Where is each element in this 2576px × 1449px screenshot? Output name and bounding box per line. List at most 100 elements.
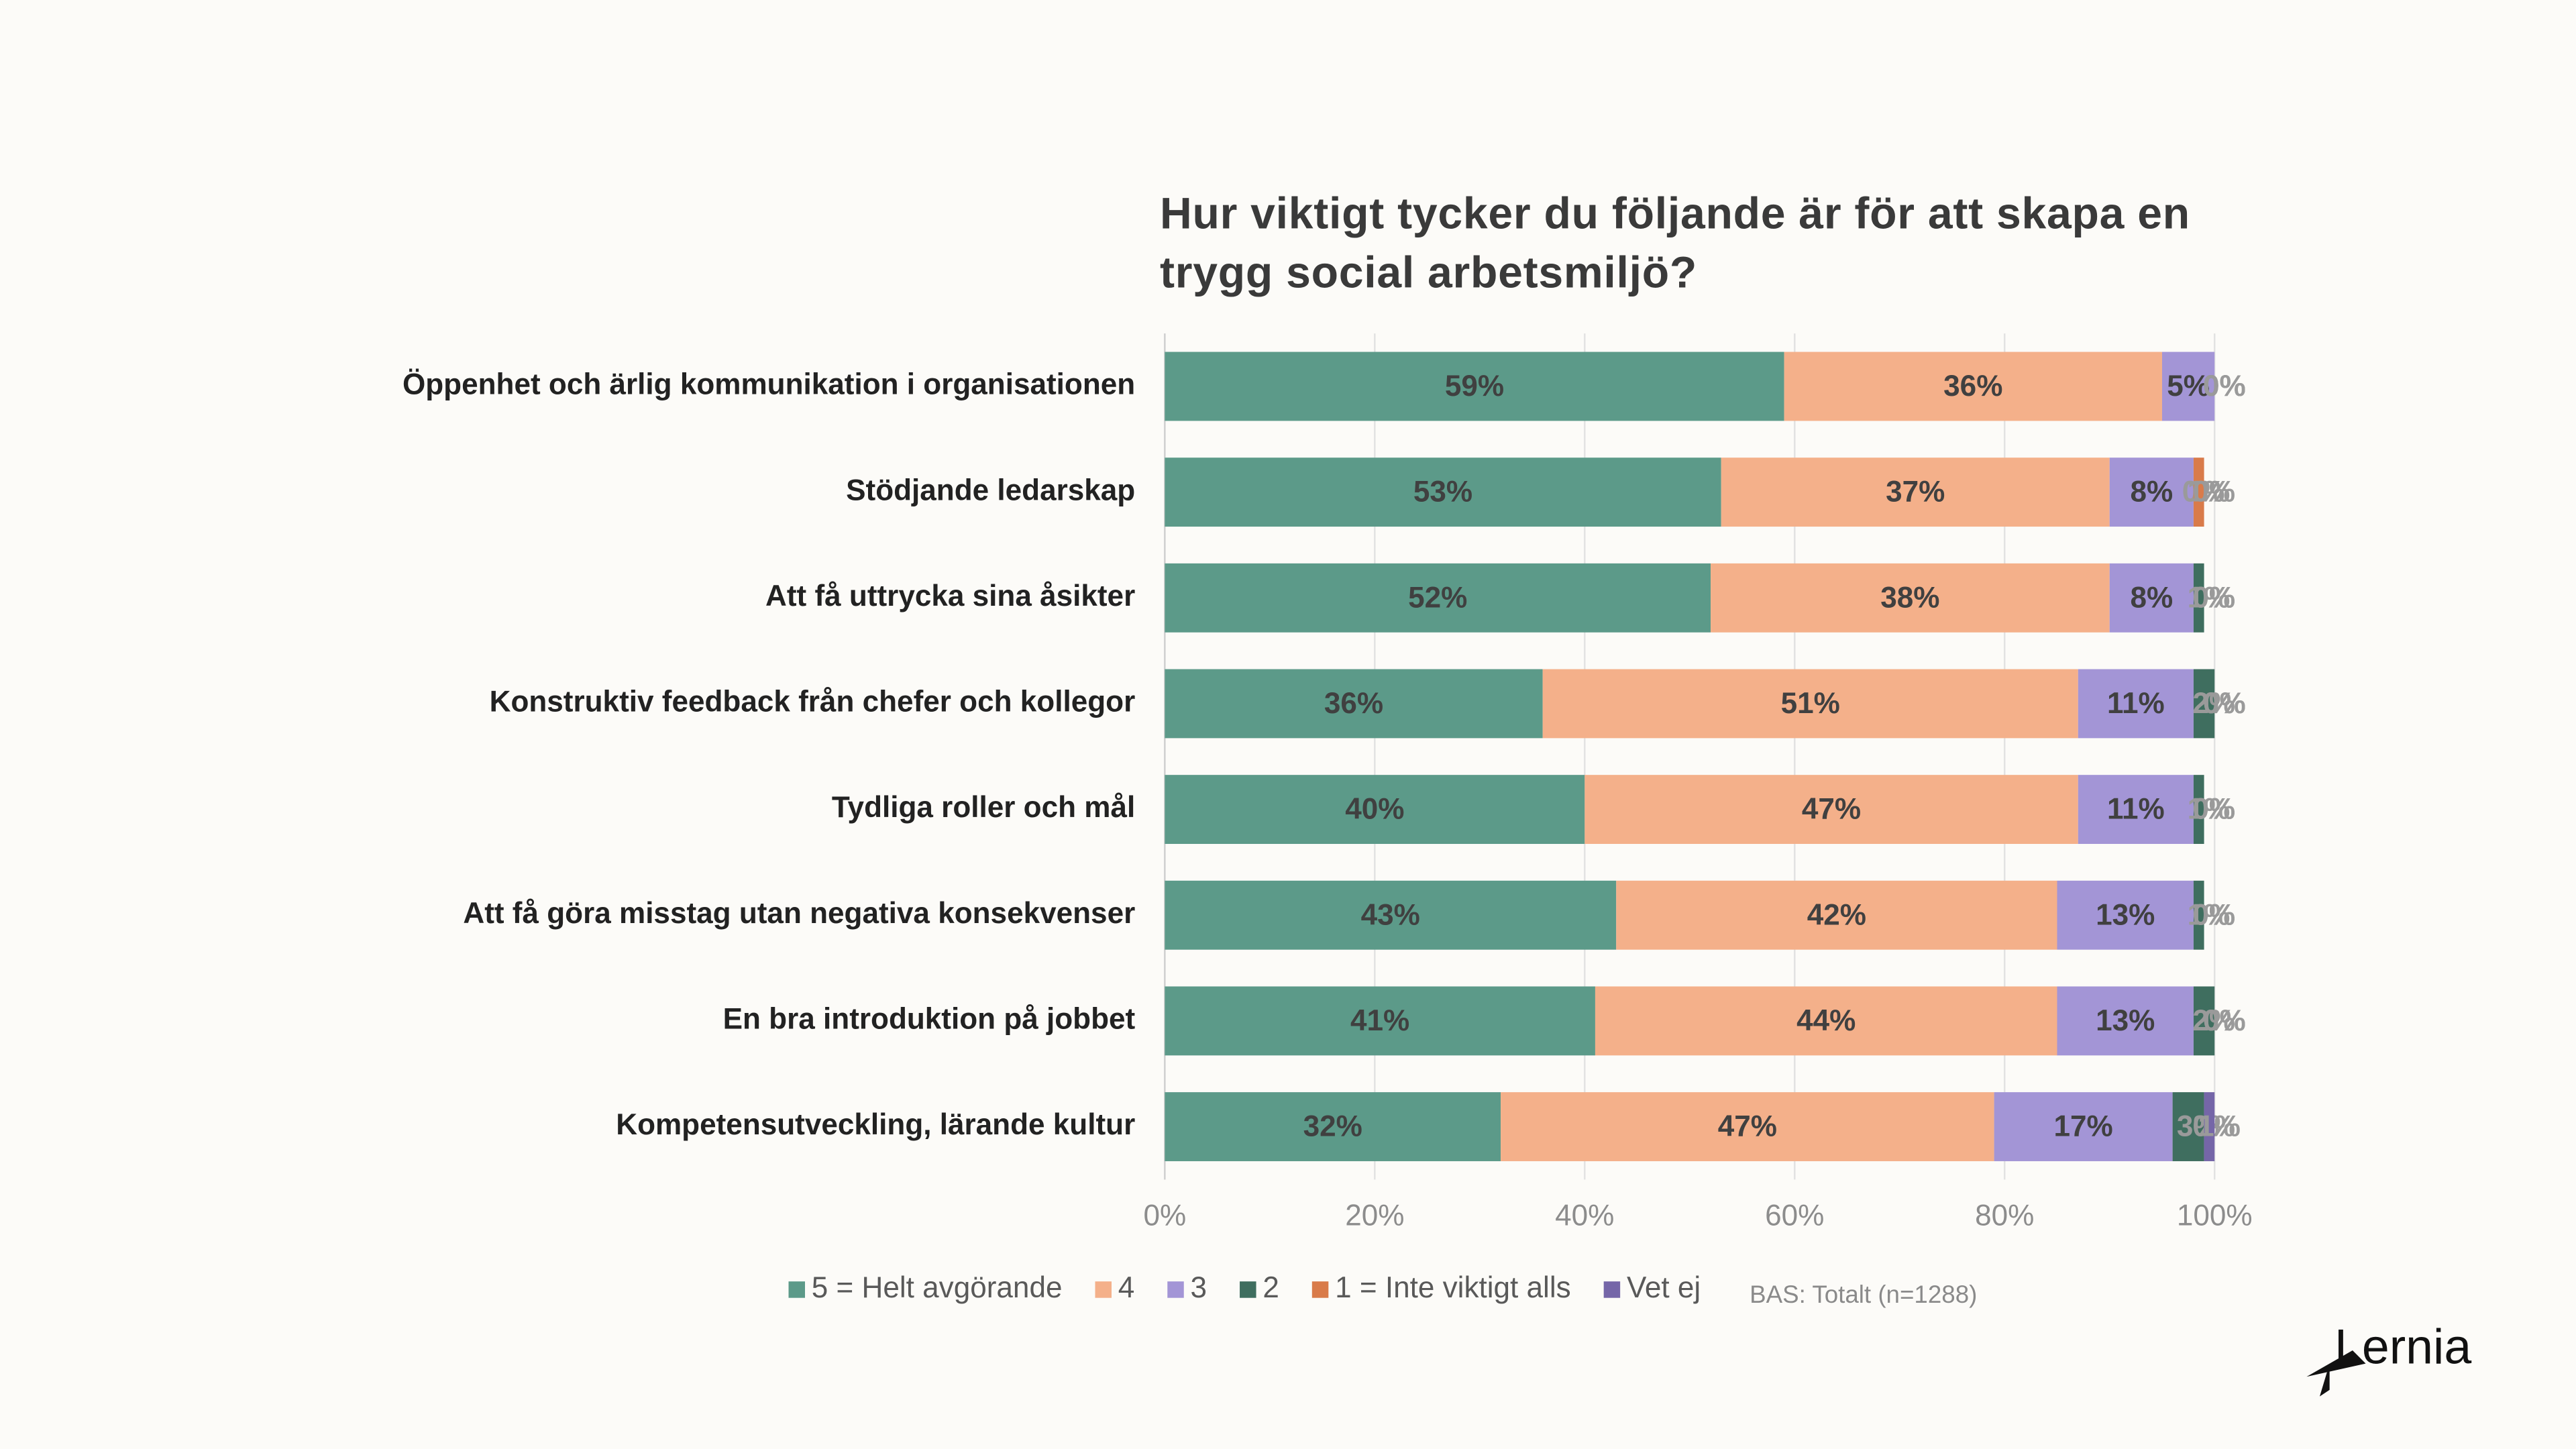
- bar-segment: [1165, 458, 1721, 527]
- bar-segment: [1165, 1092, 1501, 1161]
- y-tick-label: Öppenhet och ärlig kommunikation i organ…: [402, 368, 1135, 401]
- x-tick-label: 60%: [1765, 1199, 1824, 1232]
- data-label: 0%: [2192, 898, 2235, 931]
- data-label: 36%: [1324, 687, 1383, 720]
- data-label: 0%: [2203, 370, 2246, 402]
- bar-segment: [2109, 563, 2194, 633]
- data-label: 47%: [1718, 1110, 1777, 1143]
- x-tick-label: 40%: [1555, 1199, 1614, 1232]
- bar-segment: [2078, 775, 2194, 845]
- data-label: 13%: [2096, 1004, 2155, 1037]
- data-label: 0%: [2192, 898, 2235, 931]
- bar-segment: [1721, 458, 2110, 527]
- chart-title: Hur viktigt tycker du följande är för at…: [1159, 189, 2190, 298]
- data-label: 1%: [2188, 793, 2231, 826]
- data-label: 0%: [2203, 1004, 2246, 1037]
- legend-swatch: [1095, 1281, 1112, 1298]
- bar-segment: [2193, 458, 2204, 527]
- bar-segment: [2057, 880, 2194, 950]
- legend-swatch: [1311, 1281, 1329, 1298]
- data-label: 1%: [2198, 1110, 2241, 1143]
- data-label: 38%: [1880, 581, 1939, 614]
- bar-segment: [1165, 986, 1595, 1056]
- logo-mark: [2306, 1350, 2366, 1397]
- legend-label: 1 = Inte viktigt alls: [1335, 1271, 1571, 1304]
- data-label: 41%: [1350, 1004, 1409, 1037]
- bar-segment: [1542, 669, 2078, 739]
- bar-segment: [1165, 352, 1784, 421]
- data-label: 0%: [2203, 1004, 2246, 1037]
- data-label: 13%: [2096, 898, 2155, 931]
- legend-swatch: [1240, 1281, 1256, 1298]
- bar-segment: [1616, 880, 2057, 950]
- data-label: 40%: [1345, 793, 1404, 826]
- data-label: 0%: [2203, 687, 2246, 720]
- data-label: 0%: [2203, 370, 2246, 402]
- data-label: 0%: [2192, 581, 2235, 614]
- bar-segment: [2204, 1092, 2215, 1161]
- bar-segment: [2172, 1092, 2204, 1161]
- bar-segment: [2193, 669, 2215, 739]
- title-box: Hur viktigt tycker du följande är för at…: [1159, 189, 2190, 298]
- data-label: 8%: [2130, 581, 2173, 614]
- x-tick-label: 0%: [1143, 1199, 1186, 1232]
- data-label: 36%: [1943, 370, 2002, 402]
- bar-segment: [2161, 352, 2215, 421]
- legend-label: 4: [1118, 1271, 1135, 1304]
- data-label: 0%: [2192, 581, 2235, 614]
- legend-swatch: [1603, 1281, 1621, 1298]
- bar-segment: [1501, 1092, 1994, 1161]
- bar-segment: [1165, 563, 1711, 633]
- y-tick-label: Kompetensutveckling, lärande kultur: [616, 1108, 1135, 1141]
- data-label: 1%: [2188, 898, 2231, 931]
- bar-segment: [2109, 458, 2194, 527]
- x-tick-label: 20%: [1345, 1199, 1404, 1232]
- x-tick-label: 80%: [1975, 1199, 2034, 1232]
- data-label: 0%: [2192, 793, 2235, 826]
- data-label: 43%: [1361, 898, 1420, 931]
- legend-swatch: [788, 1281, 805, 1298]
- bar-segment: [1711, 563, 2110, 633]
- data-label: 8%: [2130, 476, 2173, 508]
- data-label: 51%: [1781, 687, 1840, 720]
- data-label: 2%: [2192, 687, 2235, 720]
- y-tick-label: Konstruktiv feedback från chefer och kol…: [490, 686, 1136, 718]
- legend-label: Vet ej: [1627, 1271, 1701, 1304]
- bar-segment: [2193, 880, 2204, 950]
- legend-label: 2: [1263, 1271, 1279, 1304]
- data-label: 42%: [1807, 898, 1866, 931]
- legend-label: 5 = Helt avgörande: [812, 1271, 1063, 1304]
- data-label: 17%: [2053, 1110, 2112, 1143]
- bar-segment: [2193, 775, 2204, 845]
- x-tick-label: 100%: [2177, 1199, 2253, 1232]
- data-label: 2%: [2192, 1004, 2235, 1037]
- data-label: 11%: [2107, 687, 2165, 720]
- data-label: 59%: [1445, 370, 1504, 402]
- bar-segment: [1165, 880, 1617, 950]
- data-label: 5%: [2167, 370, 2210, 402]
- data-label: 11%: [2107, 793, 2165, 826]
- bar-segment: [2193, 986, 2215, 1056]
- data-label: 53%: [1413, 476, 1472, 508]
- logo: Lernia: [2306, 1318, 2471, 1397]
- legend-label: 3: [1191, 1271, 1208, 1304]
- bar-segment: [1165, 775, 1585, 845]
- bar-segment: [1994, 1092, 2173, 1161]
- data-label: 37%: [1886, 476, 1945, 508]
- y-tick-label: En bra introduktion på jobbet: [723, 1003, 1136, 1036]
- bar-segment: [1585, 775, 2078, 845]
- bar-segment: [1595, 986, 2057, 1056]
- data-label: 52%: [1408, 581, 1467, 614]
- data-label: 1%: [2188, 476, 2231, 508]
- legend-swatch: [1167, 1281, 1184, 1298]
- bar-segment: [2057, 986, 2194, 1056]
- bar-segment: [2193, 563, 2204, 633]
- data-label: 0%: [2203, 687, 2246, 720]
- bar-segment: [1784, 352, 2162, 421]
- y-tick-label: Att få uttrycka sina åsikter: [765, 580, 1135, 612]
- logo-text: Lernia: [2334, 1318, 2471, 1374]
- bar-segment: [1165, 669, 1543, 739]
- y-tick-label: Att få göra misstag utan negativa konsek…: [463, 897, 1135, 930]
- y-tick-label: Stödjande ledarskap: [846, 474, 1135, 506]
